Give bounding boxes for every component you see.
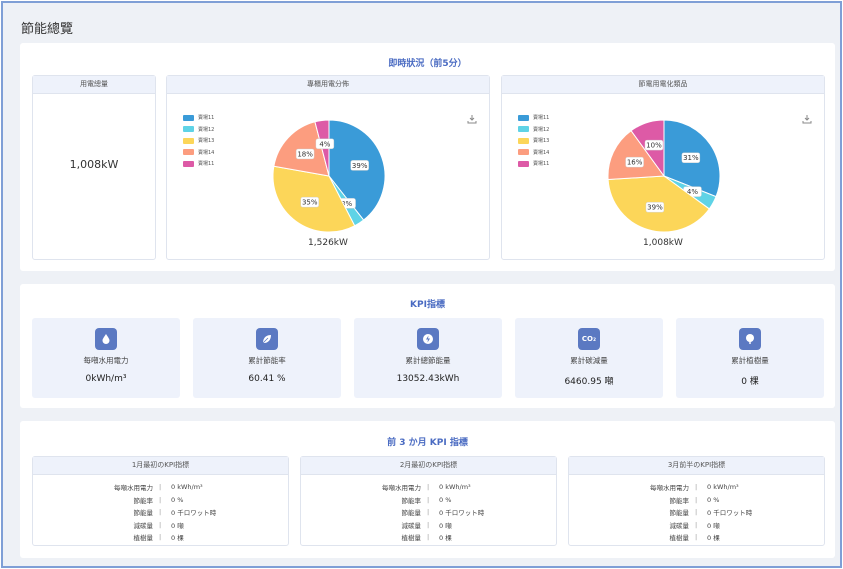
slice-label: 31% [681,152,701,163]
kpi-row: 節能率 | 0 % [669,495,720,505]
kpi-row: 植樹量 | 0 棵 [133,533,184,543]
kpi-value: 6460.95 噸 [564,377,614,387]
month-kpi-card: 3月前半のKPI指標 每噸水用電力 | 0 kWh/m³ 節能率 | 0 % 節能量 | 0… [568,456,825,546]
kpi-card: 累計總節能量 13052.43kWh [354,318,502,398]
usage-value: 1,008kW [69,158,119,171]
kpi-value: 0kWh/m³ [85,374,127,384]
kpi-label: 累計節能率 [248,356,286,365]
usage-card-header: 用電總量 [33,76,155,94]
co2-icon: CO₂ [578,328,600,350]
three-month-section: 前 3 か月 KPI 指標 1月最初のKPI指標 每噸水用電力 | 0 kWh/m³… [20,421,835,558]
legend-item[interactable]: 賣場11 [183,158,214,170]
legend-item[interactable]: 賣場14 [518,147,549,159]
download-icon[interactable] [467,114,477,124]
water-drop-icon [95,328,117,350]
pie-card-2: 節電用電化類品 賣場11 賣場12 賣場13 賣場14 賣場11 31% 4% 39… [501,75,825,260]
kpi-row: 減碳量 | 0 噸 [669,520,720,530]
month-kpi-card: 2月最初のKPI指標 每噸水用電力 | 0 kWh/m³ 節能率 | 0 % 節能量 | 0… [300,456,557,546]
kpi-row: 每噸水用電力 | 0 kWh/m³ [114,483,203,493]
three-month-title: 前 3 か月 KPI 指標 [387,438,468,448]
kpi-card: 累計節能率 60.41 % [193,318,341,398]
legend-item[interactable]: 賣場14 [183,147,214,159]
svg-text:39%: 39% [352,162,368,170]
kpi-section: KPI指標 每噸水用電力 0kWh/m³ 累計節能率 60.41 % 累計總節能… [20,284,835,408]
legend-item[interactable]: 賣場11 [518,112,549,124]
slice-label: 4% [315,138,335,149]
pie-slice[interactable] [607,129,665,181]
pie1-header: 專櫃用電分佈 [167,76,489,94]
leaf-icon [256,328,278,350]
kpi-label: 每噸水用電力 [83,356,129,365]
kpi-row: 節能率 | 0 % [133,495,184,505]
month-kpi-card: 1月最初のKPI指標 每噸水用電力 | 0 kWh/m³ 節能率 | 0 % 節能量 | 0… [32,456,289,546]
month-kpi-header: 2月最初のKPI指標 [301,457,556,475]
kpi-row: 節能率 | 0 % [401,495,452,505]
svg-text:39%: 39% [647,204,663,212]
pie1-legend: 賣場11 賣場12 賣場13 賣場14 賣場11 [183,112,214,170]
lightning-icon [417,328,439,350]
tree-icon [739,328,761,350]
kpi-row: 減碳量 | 0 噸 [133,520,184,530]
kpi-value: 60.41 % [248,374,286,384]
slice-label: 39% [645,201,665,213]
kpi-row: 每噸水用電力 | 0 kWh/m³ [650,483,739,493]
pie2-header: 節電用電化類品 [502,76,824,94]
kpi-card: 累計植樹量 0 棵 [676,318,824,398]
legend-item[interactable]: 賣場13 [518,135,549,147]
legend-item[interactable]: 賣場12 [518,124,549,136]
page-title: 節能總覽 [21,22,74,37]
month-kpi-header: 3月前半のKPI指標 [569,457,824,475]
kpi-card: CO₂ 累計碳減量 6460.95 噸 [515,318,663,398]
kpi-row: 植樹量 | 0 棵 [401,533,452,543]
kpi-label: 累計碳減量 [570,356,608,365]
slice-label: 18% [295,148,315,160]
usage-card: 用電總量 1,008kW [32,75,156,260]
kpi-row: 節能量 | 0 千ロワット時 [401,508,485,518]
kpi-row: 節能量 | 0 千ロワット時 [669,508,753,518]
legend-item[interactable]: 賣場13 [183,135,214,147]
kpi-title: KPI指標 [410,300,445,310]
legend-item[interactable]: 賣場11 [183,112,214,124]
kpi-value: 13052.43kWh [396,374,460,384]
svg-text:35%: 35% [302,199,318,207]
pie2-legend: 賣場11 賣場12 賣場13 賣場14 賣場11 [518,112,549,170]
pie1-total: 1,526kW [308,238,348,248]
kpi-value: 0 棵 [741,377,759,387]
pie-chart-1: 39% 3% 35% 18% 4% [272,119,386,233]
kpi-row: 每噸水用電力 | 0 kWh/m³ [382,483,471,493]
kpi-label: 累計總節能量 [405,356,451,365]
kpi-card: 每噸水用電力 0kWh/m³ [32,318,180,398]
slice-label: 39% [350,160,369,171]
pie-card-1: 專櫃用電分佈 賣場11 賣場12 賣場13 賣場14 賣場11 39% 3% 35%… [166,75,490,260]
slice-label: 10% [644,139,664,151]
svg-text:4%: 4% [319,140,330,148]
svg-text:31%: 31% [683,154,699,162]
pie2-total: 1,008kW [643,238,683,248]
realtime-section: 即時狀況（前5分） 用電總量 1,008kW 專櫃用電分佈 賣場11 賣場12 … [20,43,835,271]
svg-text:18%: 18% [297,150,313,158]
legend-item[interactable]: 賣場12 [183,124,214,136]
kpi-label: 累計植樹量 [731,356,769,365]
month-kpi-header: 1月最初のKPI指標 [33,457,288,475]
slice-label: 16% [625,156,644,168]
svg-text:3%: 3% [341,200,352,208]
realtime-title: 即時狀況（前5分） [388,59,467,69]
svg-text:16%: 16% [627,159,643,167]
pie-chart-2: 31% 4% 39% 16% 10% [607,119,721,233]
svg-text:4%: 4% [687,188,698,196]
legend-item[interactable]: 賣場11 [518,158,549,170]
kpi-row: 減碳量 | 0 噸 [401,520,452,530]
svg-text:10%: 10% [646,142,662,150]
download-icon[interactable] [802,114,812,124]
kpi-row: 節能量 | 0 千ロワット時 [133,508,217,518]
slice-label: 35% [300,196,319,208]
kpi-row: 植樹量 | 0 棵 [669,533,720,543]
